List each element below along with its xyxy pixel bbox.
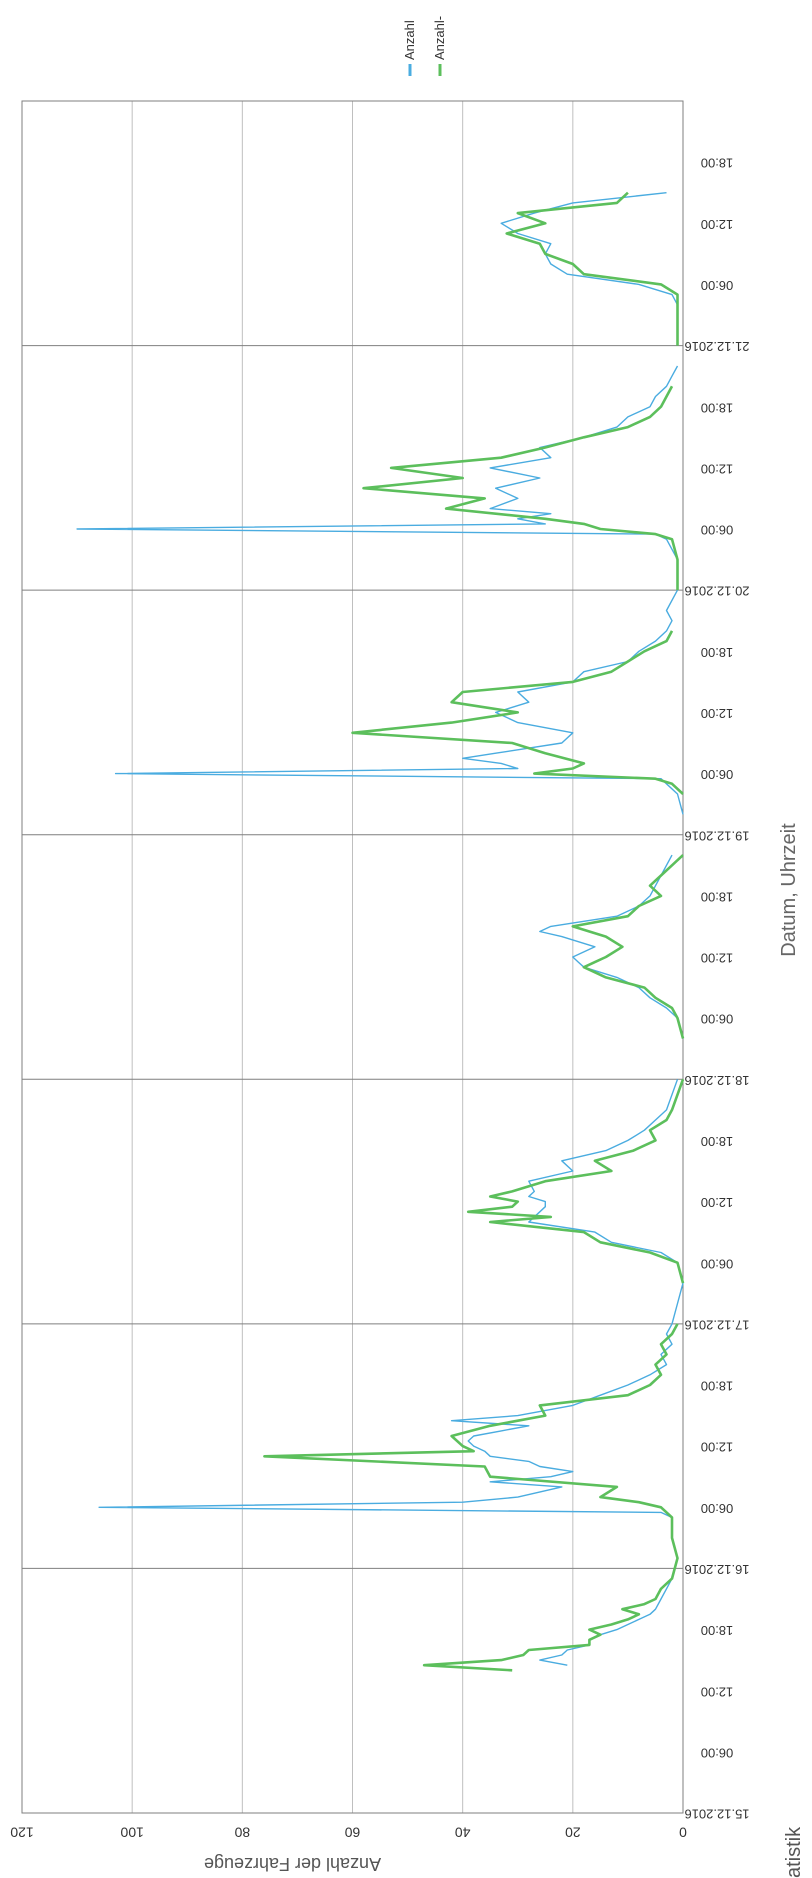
x-tick-hour-18.12.2016-18:00: 18:00 xyxy=(701,889,734,904)
y-tick-label-60: 60 xyxy=(345,1824,361,1840)
x-tick-hour-17.12.2016-12:00: 12:00 xyxy=(701,1195,734,1210)
series-line-anzahl-dash-seg-4 xyxy=(362,385,679,591)
x-tick-hour-21.12.2016-12:00: 12:00 xyxy=(701,217,734,232)
series-line-anzahl-seg-1 xyxy=(98,1079,684,1528)
x-tick-hour-20.12.2016-18:00: 18:00 xyxy=(701,400,734,415)
x-axis-label: Datum, Uhrzeit xyxy=(778,823,800,957)
footer-text-fragment: atistik xyxy=(783,1826,805,1878)
y-axis-label: Anzahl der Fahrzeuge xyxy=(204,1854,381,1874)
y-tick-label-0: 0 xyxy=(679,1824,687,1840)
series-line-anzahl-dash-seg-5 xyxy=(505,191,679,346)
legend: Anzahl Anzahl- xyxy=(402,16,447,76)
y-tick-label-100: 100 xyxy=(120,1824,144,1840)
x-tick-hour-18.12.2016-06:00: 06:00 xyxy=(701,1012,734,1027)
series-lines xyxy=(76,191,685,1672)
series-line-anzahl-seg-2 xyxy=(539,854,684,1039)
y-tick-label-20: 20 xyxy=(565,1824,581,1840)
x-tick-date-17.12.2016: 17.12.2016 xyxy=(684,1317,749,1332)
x-tick-hour-15.12.2016-06:00: 06:00 xyxy=(701,1745,734,1760)
x-tick-hour-19.12.2016-12:00: 12:00 xyxy=(701,706,734,721)
plot-frame xyxy=(21,100,684,1814)
series-line-anzahl-seg-0 xyxy=(539,1578,673,1666)
x-tick-hour-15.12.2016-12:00: 12:00 xyxy=(701,1684,734,1699)
x-tick-hour-16.12.2016-12:00: 12:00 xyxy=(701,1440,734,1455)
series-line-anzahl-dash-seg-0 xyxy=(263,1323,679,1672)
x-tick-date-19.12.2016: 19.12.2016 xyxy=(684,828,749,843)
x-tick-hour-17.12.2016-18:00: 18:00 xyxy=(701,1134,734,1149)
x-tick-hour-19.12.2016-06:00: 06:00 xyxy=(701,767,734,782)
series-line-anzahl-seg-4 xyxy=(500,192,679,306)
x-tick-hour-16.12.2016-06:00: 06:00 xyxy=(701,1501,734,1516)
series-line-anzahl-dash-seg-1 xyxy=(466,1078,685,1284)
series-line-anzahl-dash-seg-2 xyxy=(571,854,685,1039)
x-tick-labels: 15.12.2016 06:00 12:00 18:00 16.12.2016 06:00… xyxy=(684,156,749,1822)
plot-border xyxy=(21,100,684,1814)
grid-lines xyxy=(21,100,684,1814)
y-tick-label-80: 80 xyxy=(234,1824,250,1840)
x-tick-hour-21.12.2016-06:00: 06:00 xyxy=(701,278,734,293)
legend-label-1: Anzahl- xyxy=(432,16,447,60)
x-tick-date-20.12.2016: 20.12.2016 xyxy=(684,584,749,599)
y-tick-label-40: 40 xyxy=(455,1824,471,1840)
legend-label-0: Anzahl xyxy=(402,20,417,60)
x-tick-hour-18.12.2016-12:00: 12:00 xyxy=(701,951,734,966)
x-tick-hour-21.12.2016-18:00: 18:00 xyxy=(701,156,734,171)
x-tick-date-16.12.2016: 16.12.2016 xyxy=(684,1562,749,1577)
x-tick-date-15.12.2016: 15.12.2016 xyxy=(684,1807,749,1822)
y-tick-label-120: 120 xyxy=(10,1824,34,1840)
x-tick-date-18.12.2016: 18.12.2016 xyxy=(684,1073,749,1088)
x-tick-hour-20.12.2016-06:00: 06:00 xyxy=(701,523,734,538)
x-tick-hour-19.12.2016-18:00: 18:00 xyxy=(701,645,734,660)
x-tick-hour-16.12.2016-18:00: 18:00 xyxy=(701,1379,734,1394)
y-tick-labels: 0 20 40 60 80 100 120 xyxy=(10,1824,687,1840)
x-tick-date-21.12.2016: 21.12.2016 xyxy=(684,339,749,354)
x-tick-hour-17.12.2016-06:00: 06:00 xyxy=(701,1256,734,1271)
series-line-anzahl-dash-seg-3 xyxy=(351,630,684,795)
x-tick-hour-15.12.2016-18:00: 18:00 xyxy=(701,1623,734,1638)
x-tick-hour-20.12.2016-12:00: 12:00 xyxy=(701,461,734,476)
